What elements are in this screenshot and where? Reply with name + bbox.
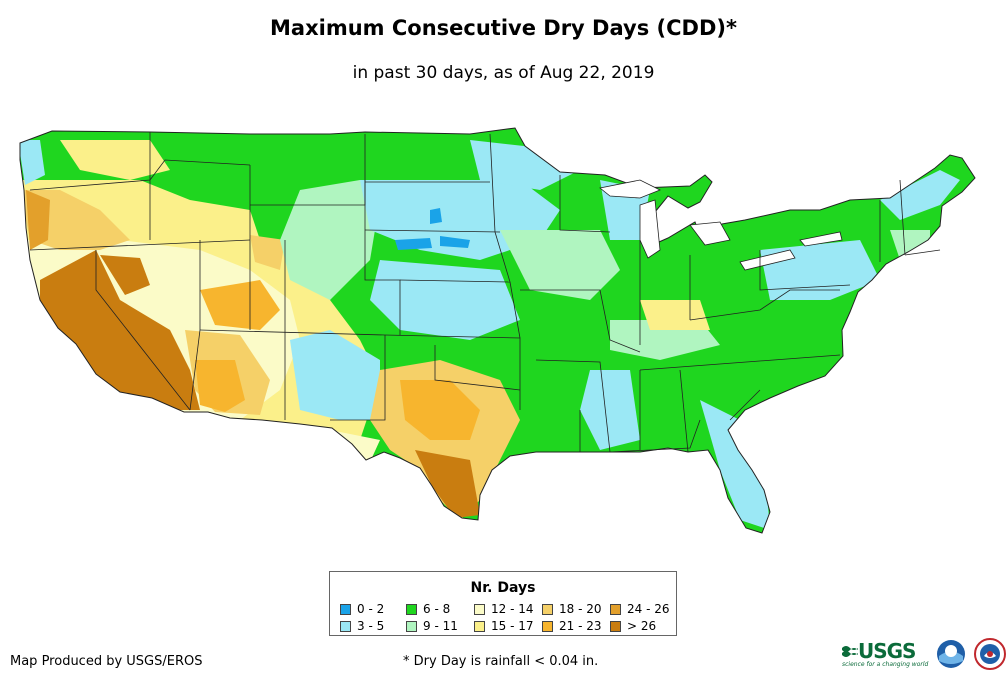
legend-grid: 0 - 2 6 - 8 12 - 14 18 - 20 24 - 26 3 - … [340,602,678,633]
legend-item-3-5: 3 - 5 [340,619,406,633]
dry-day-footnote: * Dry Day is rainfall < 0.04 in. [403,654,599,669]
legend-item-21-23: 21 - 23 [542,619,610,633]
noaa-logo-icon [937,640,966,668]
legend-label: 15 - 17 [491,619,534,633]
legend-title: Nr. Days [470,580,536,596]
legend-item-over-26: > 26 [610,619,678,633]
legend-swatch [610,603,621,615]
usgs-logo: USGS science for a changing world [842,641,928,668]
legend-swatch [542,620,553,632]
map-credit: Map Produced by USGS/EROS [10,654,203,669]
legend-label: 9 - 11 [423,619,458,633]
legend-label: 6 - 8 [423,602,451,616]
legend-swatch [340,620,351,632]
legend-swatch [542,603,553,615]
legend-swatch [340,603,351,615]
legend-item-15-17: 15 - 17 [474,619,542,633]
legend-label: 12 - 14 [491,602,534,616]
legend-swatch [406,620,417,632]
legend-label: 3 - 5 [357,619,385,633]
legend-item-24-26: 24 - 26 [610,602,678,616]
legend-swatch [406,603,417,615]
agency-logos: USGS science for a changing world [842,638,1007,670]
legend-label: 24 - 26 [627,602,670,616]
legend-item-0-2: 0 - 2 [340,602,406,616]
legend-item-12-14: 12 - 14 [474,602,542,616]
usgs-wordmark: USGS [858,638,916,663]
map-title: Maximum Consecutive Dry Days (CDD)* [270,16,737,40]
map-subtitle: in past 30 days, as of Aug 22, 2019 [352,63,655,83]
usgs-wave-icon [842,645,858,657]
legend-swatch [610,620,621,632]
legend-label: > 26 [627,619,657,633]
legend-swatch [474,620,485,632]
legend-label: 21 - 23 [559,619,602,633]
legend: Nr. Days 0 - 2 6 - 8 12 - 14 18 - 20 24 … [329,571,677,636]
legend-item-9-11: 9 - 11 [406,619,474,633]
us-dry-days-map [19,127,976,534]
legend-item-18-20: 18 - 20 [542,602,610,616]
legend-swatch [474,603,485,615]
usgs-tagline: science for a changing world [842,660,929,668]
legend-label: 18 - 20 [559,602,602,616]
legend-item-6-8: 6 - 8 [406,602,474,616]
legend-label: 0 - 2 [357,602,385,616]
nws-logo-icon [974,638,1007,670]
